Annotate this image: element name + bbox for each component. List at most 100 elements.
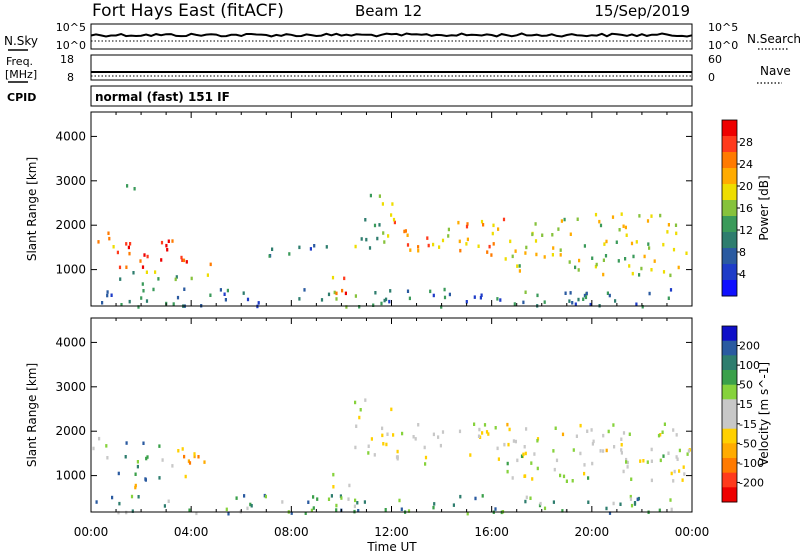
heatmap-cell	[622, 469, 625, 474]
x-tick-label: 12:00	[374, 525, 409, 539]
nsky-tick-top: 10^5	[56, 21, 86, 34]
heatmap-cell	[486, 250, 489, 254]
heatmap-cell	[369, 193, 372, 198]
heatmap-cell	[589, 302, 592, 307]
heatmap-cell	[176, 295, 180, 300]
heatmap-cell	[534, 239, 538, 243]
heatmap-cell	[586, 429, 589, 433]
heatmap-cell	[630, 477, 633, 481]
heatmap-cell	[181, 447, 184, 451]
heatmap-cell	[478, 427, 481, 432]
heatmap-cell	[309, 247, 312, 251]
heatmap-cell	[619, 502, 622, 506]
heatmap-cell	[611, 215, 615, 219]
heatmap-cell	[174, 277, 177, 282]
heatmap-cell	[433, 502, 436, 506]
heatmap-cell	[382, 442, 385, 446]
heatmap-cell	[219, 288, 222, 292]
heatmap-cell	[188, 508, 191, 512]
heatmap-cell	[607, 429, 610, 434]
heatmap-cell	[496, 297, 499, 301]
heatmap-cell	[184, 474, 187, 479]
heatmap-cell	[181, 258, 184, 262]
heatmap-cell	[354, 498, 357, 503]
heatmap-cell	[246, 506, 249, 511]
heatmap-cell	[354, 400, 357, 405]
heatmap-cell	[626, 465, 629, 469]
heatmap-cell	[459, 248, 462, 253]
heatmap-cell	[536, 439, 539, 443]
cpid-panel-frame	[90, 85, 693, 107]
heatmap-cell	[602, 258, 605, 262]
heatmap-cell	[539, 501, 542, 506]
heatmap-cell	[483, 423, 487, 427]
heatmap-cell	[579, 451, 582, 456]
heatmap-cell	[344, 291, 347, 296]
freq-label: Freq.	[6, 55, 33, 68]
heatmap-cell	[128, 299, 131, 304]
heatmap-cell	[367, 451, 370, 455]
heatmap-cell	[209, 293, 212, 297]
heatmap-cell	[165, 243, 168, 248]
heatmap-cell	[682, 465, 685, 469]
heatmap-cell	[630, 503, 634, 508]
heatmap-cell	[553, 467, 556, 472]
heatmap-cell	[335, 291, 338, 296]
heatmap-cell	[615, 240, 618, 244]
heatmap-cell	[225, 507, 228, 512]
heatmap-cell	[391, 202, 394, 206]
heatmap-cell	[332, 485, 335, 489]
heatmap-cell	[516, 458, 519, 463]
heatmap-cell	[590, 428, 593, 432]
heatmap-cell	[568, 299, 571, 303]
heatmap-cell	[354, 294, 357, 298]
freq-tick-bottom: 8	[67, 71, 74, 84]
heatmap-cell	[635, 302, 638, 306]
heatmap-cell	[127, 245, 130, 250]
heatmap-cell	[447, 234, 450, 238]
heatmap-cell	[235, 496, 238, 500]
heatmap-cell	[243, 494, 246, 498]
heatmap-cell	[387, 234, 390, 238]
heatmap-cell	[559, 248, 562, 252]
heatmap-cell	[625, 457, 628, 462]
heatmap-cell	[492, 223, 495, 228]
heatmap-cell	[650, 459, 653, 463]
heatmap-cell	[406, 233, 409, 237]
heatmap-cell	[354, 445, 357, 450]
heatmap-cell	[602, 433, 605, 438]
heatmap-cell	[624, 225, 627, 230]
heatmap-cell	[465, 224, 469, 229]
heatmap-cell	[107, 231, 110, 235]
heatmap-cell	[554, 426, 557, 430]
heatmap-cell	[511, 254, 514, 259]
heatmap-cell	[298, 245, 301, 250]
heatmap-cell	[242, 291, 245, 295]
heatmap-cell	[327, 497, 331, 501]
heatmap-cell	[354, 244, 357, 249]
heatmap-cell	[522, 300, 525, 305]
heatmap-cell	[591, 442, 594, 446]
heatmap-cell	[641, 305, 644, 309]
heatmap-cell	[392, 433, 395, 437]
heatmap-cell	[136, 460, 139, 464]
heatmap-cell	[378, 223, 381, 227]
heatmap-cell	[381, 426, 384, 431]
colorbar-tick-label: 100	[739, 359, 760, 372]
heatmap-cell	[111, 495, 114, 500]
heatmap-cell	[629, 497, 633, 501]
heatmap-cell	[612, 423, 615, 427]
heatmap-cell	[473, 422, 476, 426]
heatmap-cell	[313, 244, 316, 248]
heatmap-cell	[602, 272, 605, 277]
heatmap-cell	[438, 245, 441, 249]
heatmap-cell	[129, 242, 132, 246]
heatmap-cell	[502, 217, 506, 222]
heatmap-cell	[437, 435, 440, 439]
heatmap-cell	[133, 187, 136, 191]
y-tick-label: 4000	[55, 129, 86, 143]
heatmap-cell	[325, 245, 328, 249]
heatmap-cell	[439, 443, 442, 448]
heatmap-cell	[626, 460, 629, 465]
heatmap-cell	[412, 435, 415, 439]
